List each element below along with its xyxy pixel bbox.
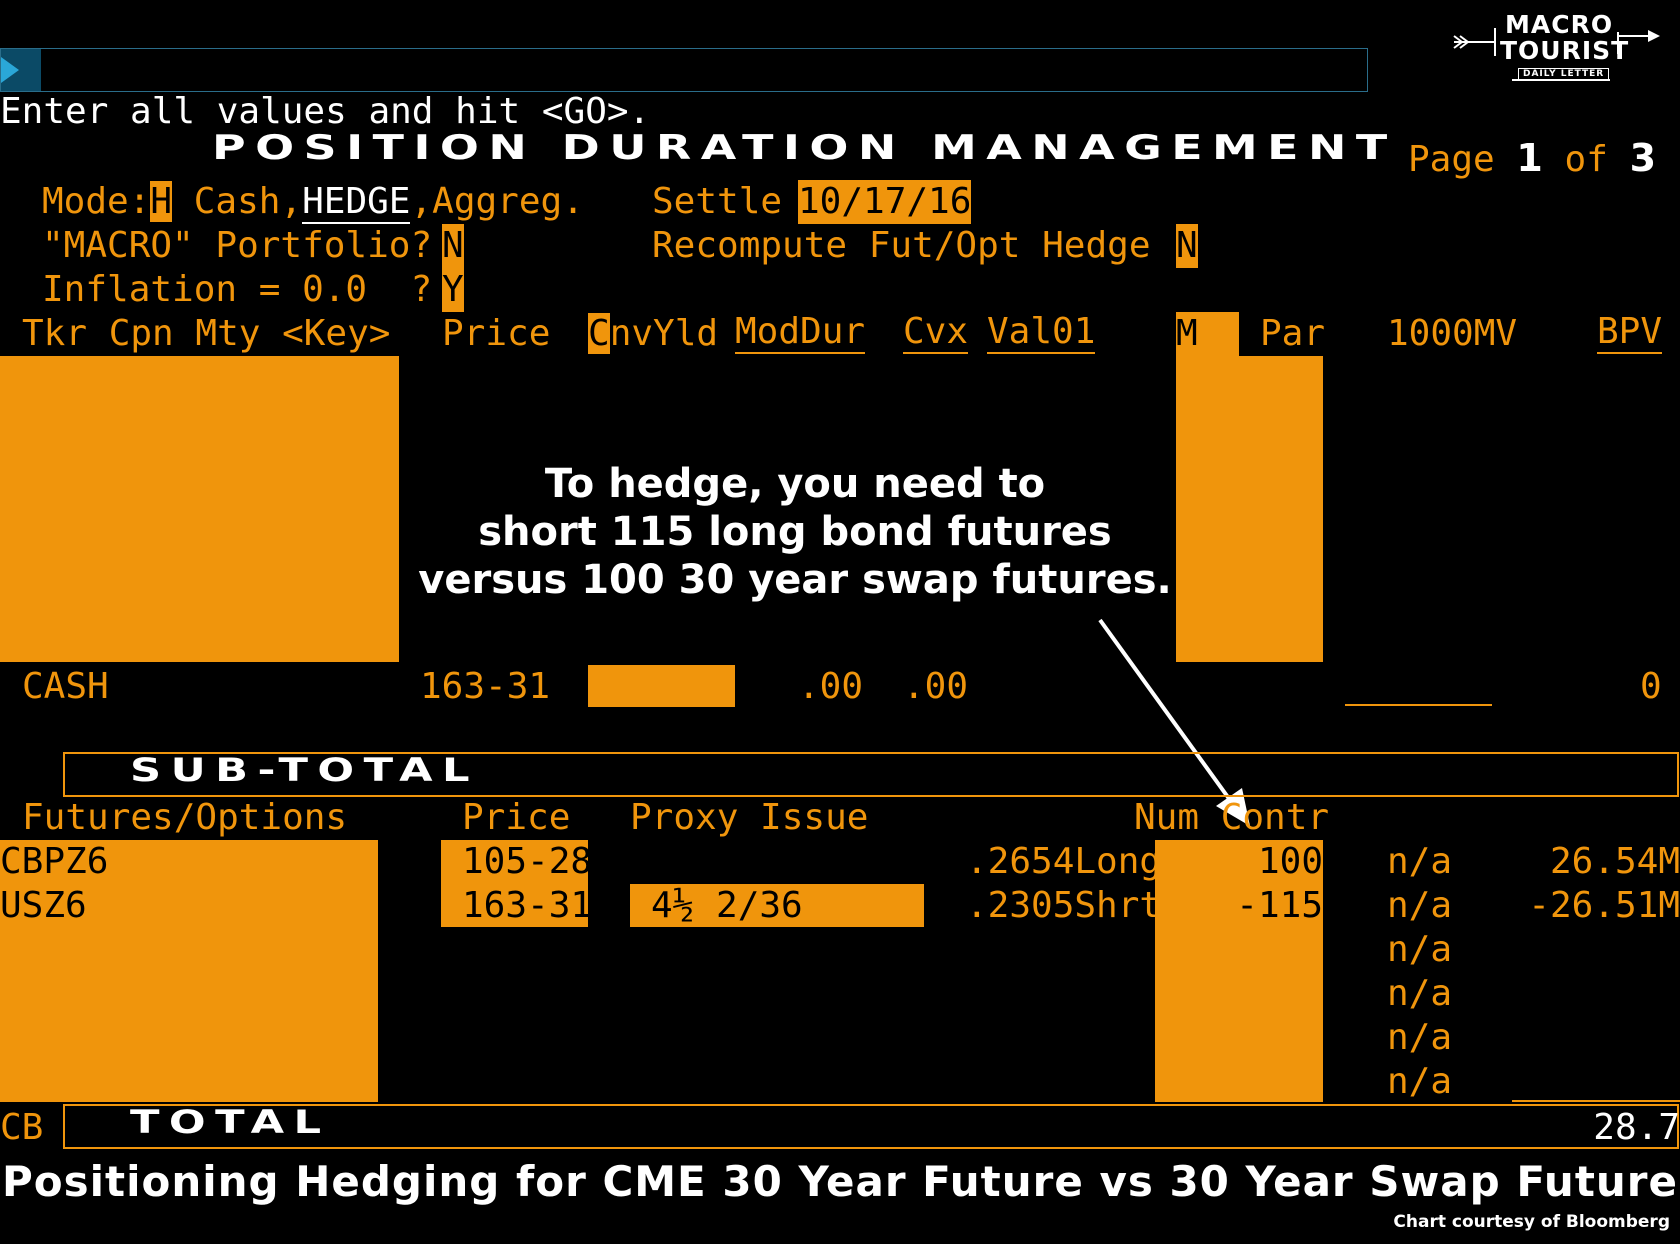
total-bar [63,1104,1679,1149]
col-header-cvx[interactable]: Cvx [903,311,969,354]
fut-row-2-mv: n/a [1387,885,1453,926]
col-header-par: Par [1260,313,1326,354]
total-value: 28.7 [1593,1107,1680,1148]
cash-row-moddur: .00 [798,666,864,707]
page-of-label: of [1564,139,1608,180]
col-header-moddur[interactable]: ModDur [735,311,866,354]
mode-label: Mode: [42,181,151,222]
total-underline [1512,1100,1680,1102]
fut-row-5-mv: n/a [1387,1017,1453,1058]
num-contracts-area[interactable] [1155,840,1323,1102]
inflation-label: Inflation = 0.0 ? [42,269,433,310]
page-label: Page [1408,139,1495,180]
prompt-text: Enter all values and hit <GO>. [0,91,651,132]
cash-row-price: 163-31 [420,666,551,707]
ticker-input-area[interactable] [0,356,399,662]
command-cursor [1,49,41,91]
cash-row-bpv: 0 [1640,666,1662,707]
fut-row-1-num: 100 [1257,841,1323,882]
col-header-cnvyld[interactable]: CnvYld [588,312,718,356]
fut-row-1-price: 105-28 [462,841,593,882]
total-label: TOTAL [130,1103,331,1141]
par-input-area[interactable] [1176,356,1323,662]
annotation-line-1: To hedge, you need to [544,461,1046,507]
cash-row-name: CASH [22,666,109,707]
col-header-tkr: Tkr Cpn Mty <Key> [22,313,391,354]
cash-cnvyld-field[interactable] [588,665,735,707]
fut-row-1-ratio: .2654Long [966,841,1162,882]
fut-row-2-price: 163-31 [462,885,593,926]
portfolio-label: "MACRO" Portfolio? [42,225,433,266]
futures-price-area[interactable] [441,840,588,927]
fut-row-2-name: USZ6 [0,885,87,926]
fut-row-2-ratio: .2305Shrt [966,885,1162,926]
fut-row-2-bpv: -26.51M [1528,885,1680,926]
portfolio-field[interactable]: N [442,224,464,268]
fut-row-1-mv: n/a [1387,841,1453,882]
cash-row-cvx: .00 [903,666,969,707]
subtotal-label: SUB-TOTAL [130,751,480,789]
cnvyld-rest: nvYld [609,313,719,354]
logo-text-tourist: TOURIST [1500,36,1630,65]
col-header-m[interactable]: M [1176,312,1239,356]
page-current: 1 [1516,136,1543,180]
page-indicator: Page 1 of 3 [1408,136,1656,182]
logo-text-daily-letter: DAILY LETTER [1518,68,1610,80]
proxy-issue-field[interactable] [630,884,924,927]
macro-tourist-logo: MACRO TOURIST DAILY LETTER [1450,10,1675,90]
col-header-bpv[interactable]: BPV [1597,311,1663,354]
fut-header-proxy: Proxy Issue [630,797,869,838]
cnvyld-key: C [588,313,610,354]
mode-row: Mode:H Cash,HEDGE,Aggreg. [42,180,584,224]
fut-row-2-proxy: 4½ 2/36 [651,885,803,926]
fut-row-1-name: CBPZ6 [0,841,109,882]
logo-text-macro: MACRO [1505,10,1614,39]
fut-row-2-num: -115 [1236,885,1323,926]
annotation-line-2: short 115 long bond futures [478,509,1112,555]
fut-row-6-mv: n/a [1387,1061,1453,1102]
chart-caption: Positioning Hedging for CME 30 Year Futu… [1,1157,1678,1206]
fut-header-price: Price [462,797,571,838]
cash-mv-underline [1345,704,1492,706]
page-total: 3 [1629,136,1657,180]
settle-date-field[interactable]: 10/17/16 [798,180,972,224]
col-header-price: Price [442,313,551,354]
fut-row-1-bpv: 26.54M [1549,841,1680,882]
total-prefix: CB [0,1107,44,1148]
mode-option-aggreg: ,Aggreg. [410,181,584,222]
fut-row-3-mv: n/a [1387,929,1453,970]
inflation-field[interactable]: Y [442,268,464,312]
mode-option-cash: Cash, [172,181,303,222]
screen-title: POSITION DURATION MANAGEMENT [212,128,1397,168]
subtotal-bar [63,752,1679,797]
col-header-val01[interactable]: Val01 [987,311,1096,354]
fut-header-num: Num Contr [1134,797,1330,838]
fut-header-name: Futures/Options [22,797,348,838]
col-header-mv: 1000MV [1387,313,1518,354]
recompute-label: Recompute Fut/Opt Hedge [652,225,1151,266]
mode-option-hedge: HEDGE [302,181,411,224]
recompute-field[interactable]: N [1176,224,1198,268]
credit-text: Chart courtesy of Bloomberg [1393,1212,1670,1232]
mode-field[interactable]: H [150,181,173,222]
play-arrow-icon [1,57,19,83]
command-line[interactable] [0,48,1368,92]
arrow-logo-icon [1453,28,1660,81]
settle-label: Settle [652,181,783,222]
futures-ticker-area[interactable] [0,840,378,1102]
fut-row-4-mv: n/a [1387,973,1453,1014]
annotation-line-3: versus 100 30 year swap futures. [418,557,1172,603]
